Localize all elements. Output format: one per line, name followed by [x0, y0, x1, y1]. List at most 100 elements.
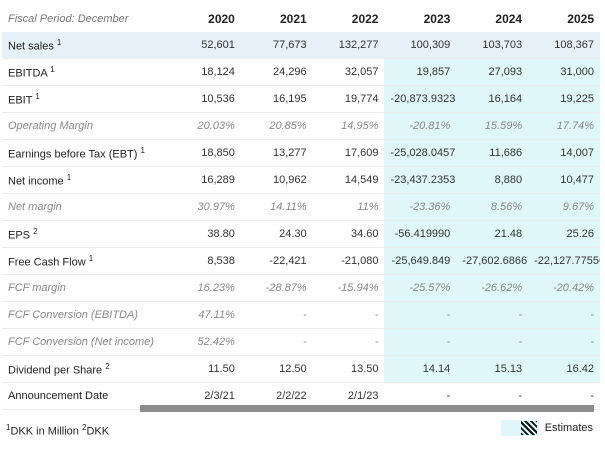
- table-cell: 16,195: [273, 93, 307, 105]
- table-cell: 8.56%: [456, 193, 529, 221]
- year-header: 2024: [456, 6, 529, 32]
- footnotes: 1DKK in Million 2DKK: [6, 423, 109, 438]
- table-cell: 11,686: [456, 139, 529, 167]
- table-cell: 38.80: [207, 228, 235, 240]
- table-cell: -26.62%: [456, 274, 529, 302]
- footnote-marker: 1: [56, 37, 62, 47]
- table-cell: 2/3/21: [204, 390, 235, 402]
- table-cell: 19,225: [528, 85, 600, 113]
- table-cell: 13.50: [350, 363, 379, 375]
- table-cell: 18,850: [201, 147, 235, 159]
- table-cell: -25,028.04571: [384, 139, 457, 167]
- table-cell: 13,277: [273, 147, 307, 159]
- table-cell: 52,601: [169, 32, 241, 59]
- table-cell: 34.60: [350, 228, 379, 240]
- table-cell: 27,093: [456, 58, 529, 86]
- table-cell: -23.36%: [384, 193, 457, 221]
- table-cell: -22,421: [269, 255, 307, 267]
- table-cell: 30.97%: [197, 201, 235, 213]
- row-label: Free Cash Flow 1: [2, 248, 169, 275]
- row-label-text: Earnings before Tax (EBT): [8, 148, 138, 161]
- table-row: Free Cash Flow 1 8,538 -22,421 -21,080 -25,6…: [2, 247, 600, 275]
- row-label: Earnings before Tax (EBT) 1: [2, 140, 169, 167]
- row-label: FCF Conversion (EBITDA): [2, 302, 169, 329]
- row-label-text: EBIT: [8, 94, 33, 107]
- table-cell: 10,477: [528, 166, 600, 194]
- table-cell: 17.74%: [528, 112, 600, 140]
- table-row: EPS 2 38.80 24.30 34.60 -56.419990 21.48 25.26: [2, 220, 600, 248]
- table-cell: 21.48: [456, 220, 529, 248]
- row-label: Net sales 1: [2, 32, 170, 59]
- year-header: 2022: [312, 6, 385, 32]
- table-cell: -21,080: [341, 255, 379, 267]
- estimates-legend: Estimates: [500, 420, 593, 436]
- table-cell: 14.14: [384, 355, 457, 383]
- row-label: FCF margin: [2, 275, 169, 302]
- row-label-text: Dividend per Share: [8, 364, 103, 377]
- table-row: Dividend per Share 2 11.50 12.50 13.50 14.14…: [2, 355, 600, 383]
- table-cell: 14,007: [528, 139, 600, 167]
- table-cell: -: [384, 301, 457, 329]
- table-cell: 24.30: [279, 228, 307, 240]
- table-cell: 11.50: [208, 363, 235, 375]
- table-cell: 19,774: [344, 93, 379, 105]
- table-cell: -: [590, 390, 594, 402]
- table-cell: 32,057: [344, 66, 379, 78]
- table-cell: 25.26: [528, 220, 600, 248]
- table-cell: -: [528, 328, 600, 356]
- table-cell: -27,602.68667: [456, 247, 529, 275]
- estimates-swatch: [500, 420, 539, 436]
- table-cell: 17,609: [344, 147, 379, 159]
- row-label: Announcement Date: [2, 383, 169, 410]
- footnote-marker: 1: [140, 145, 145, 155]
- table-cell: -: [303, 309, 307, 321]
- table-cell: 16.42: [528, 355, 600, 383]
- footnote-marker: 1: [66, 172, 72, 182]
- table-cell: 24,296: [273, 66, 307, 78]
- table-row: Net income 1 16,289 10,962 14,549 -23,437.23…: [2, 166, 600, 194]
- row-label: EBIT 1: [2, 86, 169, 113]
- table-cell: 16,289: [201, 174, 235, 186]
- row-label-text: Net margin: [8, 201, 62, 213]
- table-cell: 108,367: [528, 32, 600, 59]
- footnote-marker: 1: [50, 64, 55, 74]
- table-cell: 20.85%: [269, 120, 307, 132]
- table-cell: 14.95%: [341, 120, 379, 132]
- year-header: 2020: [169, 6, 241, 32]
- table-cell: -: [456, 301, 529, 329]
- table-cell: 77,673: [240, 32, 313, 59]
- table-cell: -25.57%: [384, 274, 457, 302]
- footnote-marker: 2: [105, 361, 110, 371]
- table-cell: 10,536: [201, 93, 235, 105]
- table-cell: -56.419990: [384, 220, 457, 248]
- year-header: 2023: [384, 6, 457, 32]
- table-cell: -: [384, 328, 457, 356]
- footnote-text: DKK in Million: [10, 425, 79, 438]
- row-label-text: Free Cash Flow: [8, 256, 86, 269]
- table-cell: -23,437.23531: [384, 166, 457, 194]
- year-header: 2025: [528, 6, 600, 32]
- table-cell: 100,309: [384, 32, 457, 59]
- table-cell: -: [528, 301, 600, 329]
- financial-table: Fiscal Period: December 2020 2021 2022 2…: [2, 6, 600, 410]
- table-cell: 8,880: [456, 166, 529, 194]
- table-cell: 15.59%: [456, 112, 529, 140]
- table-cell: 14,549: [344, 174, 379, 186]
- footnote-marker: 1: [6, 423, 11, 432]
- table-cell: 10,962: [273, 174, 307, 186]
- table-cell: 47.11%: [198, 309, 235, 321]
- table-cell: 31,000: [528, 58, 600, 86]
- table-cell: 20.03%: [197, 120, 235, 132]
- table-cell: 52.42%: [197, 336, 235, 348]
- horizontal-scrollbar[interactable]: [140, 405, 594, 412]
- table-row: Net sales 1 52,601 77,673 132,277 100,309 103…: [2, 32, 600, 59]
- table-header-row: Fiscal Period: December 2020 2021 2022 2…: [2, 6, 600, 32]
- table-cell: 8,538: [207, 255, 235, 267]
- row-label-text: FCF margin: [8, 282, 66, 294]
- table-cell: 9.67%: [528, 193, 600, 221]
- table-cell: 103,703: [456, 32, 529, 59]
- table-cell: -: [374, 336, 379, 348]
- table-cell: 19,857: [384, 58, 457, 86]
- table-cell: -: [374, 309, 379, 321]
- row-label-text: Net income: [8, 175, 64, 188]
